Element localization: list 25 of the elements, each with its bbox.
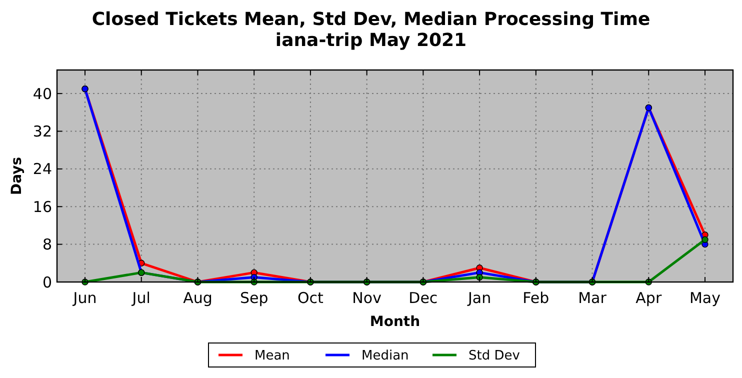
legend-label: Median — [362, 348, 409, 364]
chart-title: Closed Tickets Mean, Std Dev, Median Processing Time iana-trip May 2021 — [92, 9, 650, 51]
y-tick-label: 0 — [42, 273, 52, 292]
x-tick-label: Nov — [352, 289, 382, 307]
x-tick-label: Jan — [466, 289, 492, 307]
x-tick-label: Dec — [408, 289, 438, 307]
y-tick-label: 40 — [32, 84, 52, 103]
x-tick-label: Jun — [72, 289, 97, 307]
x-tick-label: Feb — [522, 289, 550, 307]
y-axis-title: Days — [9, 156, 25, 196]
legend-label: Std Dev — [468, 348, 520, 364]
point — [702, 236, 708, 243]
x-axis-title: Month — [370, 314, 420, 330]
x-tick-label: Jul — [131, 289, 150, 307]
x-tick-label: Oct — [297, 289, 324, 307]
legend-label: Mean — [254, 348, 290, 364]
x-tick-label: Aug — [183, 289, 212, 307]
y-tick-label: 32 — [32, 122, 52, 140]
y-tick-label: 24 — [32, 160, 52, 178]
x-tick-label: Mar — [578, 289, 608, 307]
x-tick-label: May — [689, 289, 721, 307]
x-tick-label: Sep — [240, 289, 268, 307]
y-tick-label: 8 — [42, 236, 52, 254]
y-tick-label: 16 — [32, 198, 52, 216]
x-tick-label: Apr — [636, 289, 662, 307]
